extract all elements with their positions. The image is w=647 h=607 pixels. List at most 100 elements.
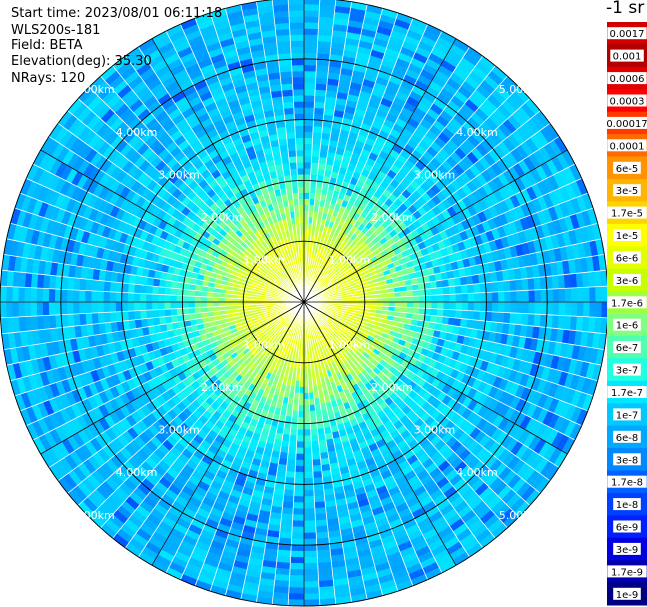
radar-gate [431, 301, 439, 310]
radar-gate [91, 312, 99, 325]
radar-gate [79, 313, 87, 326]
radar-gate [24, 287, 32, 303]
radar-gate [145, 309, 154, 319]
radar-gate [17, 301, 25, 318]
radar-gate [303, 149, 313, 157]
radar-gate [315, 64, 330, 73]
radar-gate [297, 174, 305, 181]
radar-gate [412, 307, 420, 315]
radar-gate [298, 192, 305, 200]
radar-gate [285, 465, 296, 473]
radar-gate [515, 312, 523, 326]
radar-gate [424, 308, 432, 316]
radar-gate [303, 161, 312, 169]
radar-gate [315, 71, 329, 79]
radar-gate [176, 295, 183, 303]
radar-gate [285, 131, 296, 139]
radar-gate [169, 301, 177, 310]
radar-gate [296, 155, 305, 163]
radar-gate [151, 309, 160, 319]
radar-gate [280, 519, 293, 527]
radar-gate [310, 422, 318, 430]
radar-gate [303, 204, 310, 212]
radar-gate [454, 309, 463, 319]
radar-gate [303, 532, 317, 540]
radar-gate [303, 453, 313, 461]
radar-gate [127, 301, 135, 312]
radar-gate [309, 416, 317, 424]
radar-gate [298, 204, 305, 212]
radar-gate [292, 514, 305, 522]
radar-gate [303, 3, 320, 11]
radar-gate [48, 301, 56, 316]
radar-gate [206, 296, 214, 303]
radar-gate [311, 446, 321, 455]
radar-gate [303, 483, 315, 491]
radar-gate [303, 52, 318, 60]
radar-gate [289, 562, 305, 570]
radar-gate [485, 301, 493, 313]
radar-gate [287, 446, 297, 455]
radar-gate [400, 301, 408, 308]
radar-gate [127, 292, 135, 303]
radar-gate [42, 288, 50, 303]
radar-gate [303, 496, 315, 503]
radar-gate [313, 107, 325, 115]
radar-gate [303, 167, 312, 175]
radar-gate [303, 538, 317, 546]
radar-gate [5, 286, 13, 303]
radar-gate [90, 301, 98, 314]
radar-gate [176, 301, 183, 309]
radar-gate [109, 301, 117, 313]
radar-gate [551, 314, 560, 329]
radar-gate [303, 58, 317, 66]
radar-gate [312, 458, 322, 467]
radar-gate [303, 174, 311, 181]
radar-gate [297, 411, 305, 418]
radar-gate [292, 95, 305, 102]
radar-gate [188, 307, 196, 315]
radar-gate [11, 286, 19, 303]
radar-gate [312, 125, 323, 133]
radar-gate [72, 301, 80, 315]
radar-gate [151, 293, 159, 303]
radar-gate [534, 301, 542, 315]
radar-gate [84, 290, 92, 303]
radar-gate [295, 137, 305, 145]
radar-gate [303, 131, 314, 139]
radar-gate [72, 289, 80, 303]
radar-gate [151, 285, 160, 295]
radar-gate [314, 507, 327, 515]
radar-gate [449, 301, 457, 311]
radar-gate [194, 301, 202, 308]
radar-gate [0, 285, 7, 303]
radar-gate [17, 286, 25, 303]
radar-gate [182, 295, 189, 303]
radar-gate [310, 174, 318, 182]
radar-gate [121, 292, 129, 303]
radar-gate [303, 386, 310, 394]
radar-gate [85, 278, 93, 292]
radar-gate [286, 137, 296, 146]
radar-gate [546, 301, 554, 316]
radar-gate [287, 452, 297, 461]
radar-gate [315, 519, 328, 527]
radar-gate [163, 301, 171, 310]
radar-gate [194, 296, 202, 303]
radar-gate [309, 186, 317, 194]
radar-gate [85, 312, 93, 326]
radar-gate [11, 301, 19, 318]
radar-gate [78, 289, 86, 303]
radar-gate [527, 313, 535, 327]
radar-gate [151, 301, 159, 311]
radar-gate [303, 46, 318, 54]
radar-gate [303, 544, 318, 552]
radar-gate [296, 441, 305, 449]
radar-gate [290, 550, 305, 558]
radar-gate [303, 411, 311, 418]
radar-gate [303, 107, 315, 115]
radar-gate [127, 310, 135, 321]
radar-gate [66, 276, 75, 291]
radar-gate [145, 301, 153, 311]
radar-gate [158, 278, 167, 288]
